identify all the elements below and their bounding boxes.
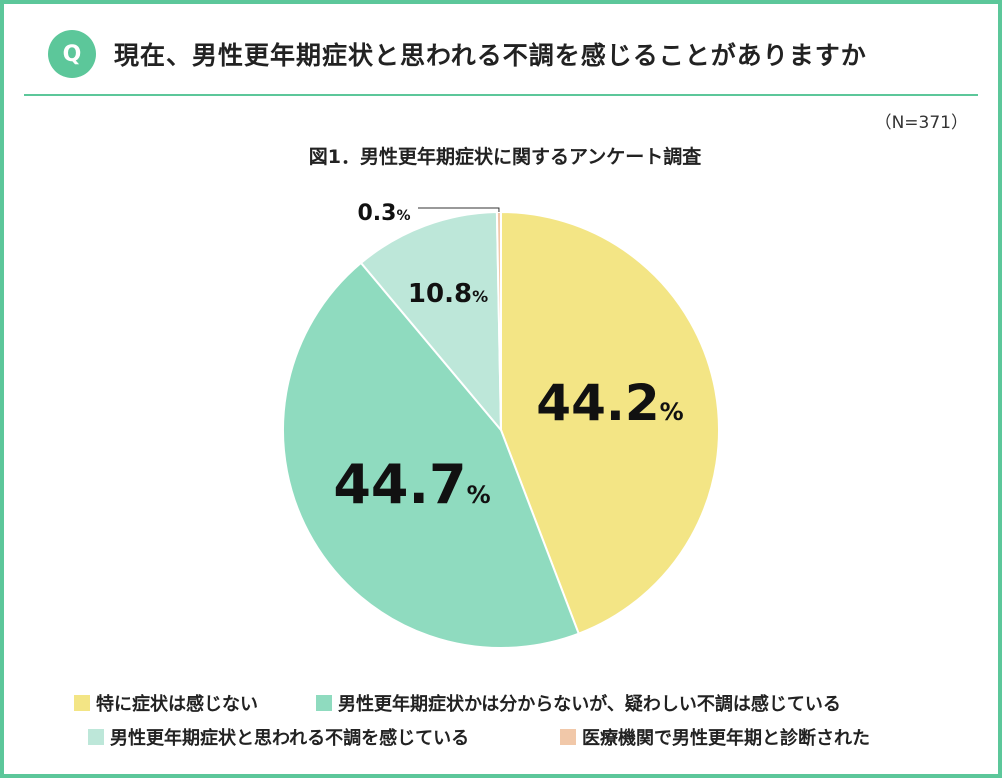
data-label-no-symptoms: 44.2%: [536, 374, 683, 432]
slice-feels-symptoms: [359, 211, 503, 433]
data-label-diagnosed: 0.3%: [357, 201, 410, 226]
header-divider: [24, 94, 978, 96]
legend-item-feels-symptoms: 男性更年期症状と思われる不調を感じている: [88, 724, 469, 750]
question-text: 現在、男性更年期症状と思われる不調を感じることがありますか: [114, 41, 867, 70]
legend-item-no-symptoms: 特に症状は感じない: [74, 690, 258, 716]
legend-label: 男性更年期症状と思われる不調を感じている: [110, 728, 470, 749]
legend-swatch: [88, 729, 104, 745]
q-badge: Q: [48, 30, 96, 78]
chart-title: 図1．男性更年期症状に関するアンケート調査: [308, 146, 702, 168]
data-label-suspected: 44.7%: [333, 453, 490, 516]
legend-item-suspected: 男性更年期症状かは分からないが、疑わしい不調は感じている: [316, 690, 841, 716]
legend-label: 医療機関で男性更年期と診断された: [582, 728, 870, 749]
question-header: Q 現在、男性更年期症状と思われる不調を感じることがありますか: [48, 28, 867, 80]
legend-swatch: [560, 729, 576, 745]
legend-label: 男性更年期症状かは分からないが、疑わしい不調は感じている: [338, 694, 841, 715]
leader-line-diagnosed: [418, 207, 500, 213]
slice-suspected: [282, 261, 580, 649]
legend-item-diagnosed: 医療機関で男性更年期と診断された: [560, 724, 870, 750]
legend-label: 特に症状は感じない: [96, 694, 258, 715]
legend-swatch: [74, 695, 90, 711]
slice-diagnosed: [495, 210, 502, 431]
slice-no-symptoms: [500, 210, 720, 635]
data-label-feels-symptoms: 10.8%: [408, 279, 488, 309]
legend-swatch: [316, 695, 332, 711]
sample-size: （N=371）: [874, 113, 968, 133]
